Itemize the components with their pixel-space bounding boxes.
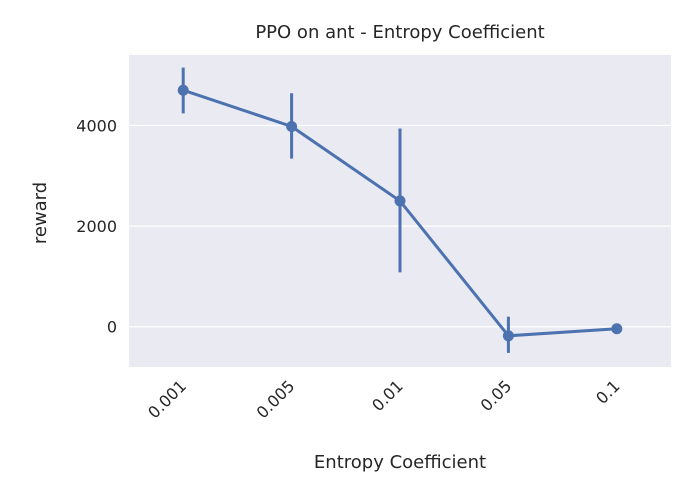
x-tick-label: 0.1 <box>592 376 623 407</box>
point <box>502 330 514 342</box>
point <box>611 323 623 335</box>
x-tick-label: 0.001 <box>144 376 190 422</box>
x-tick-label: 0.05 <box>477 376 516 415</box>
point <box>394 195 406 207</box>
x-tick-label: 0.005 <box>253 376 299 422</box>
y-axis-label: reward <box>30 182 51 244</box>
y-tick-label: 4000 <box>76 116 117 135</box>
chart-title: PPO on ant - Entropy Coefficient <box>255 22 544 43</box>
x-axis-label: Entropy Coefficient <box>314 452 486 473</box>
point <box>286 120 298 132</box>
x-tick-label: 0.01 <box>368 376 407 415</box>
point <box>177 84 189 96</box>
y-tick-label: 2000 <box>76 217 117 236</box>
y-tick-label: 0 <box>107 318 117 337</box>
